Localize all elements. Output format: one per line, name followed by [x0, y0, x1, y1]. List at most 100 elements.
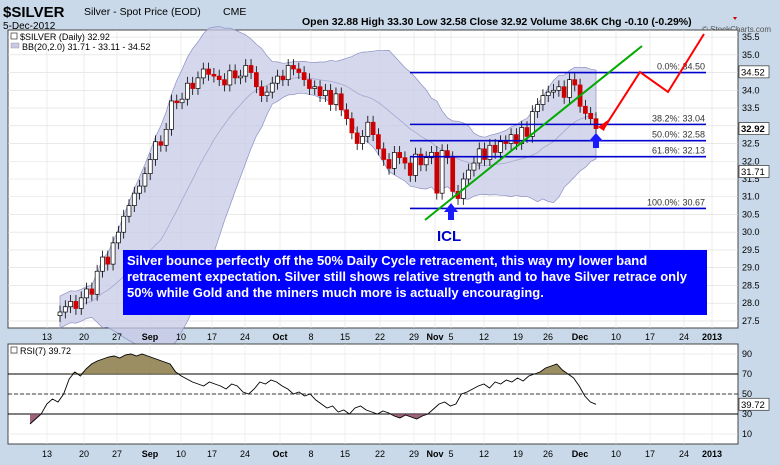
price-tick-label: 35.0	[742, 50, 760, 60]
price-candles	[57, 59, 599, 322]
date-tick-label: 24	[679, 449, 689, 459]
price-tick-label: 31.0	[742, 192, 760, 202]
candle-body	[429, 152, 434, 159]
chart-description: Silver - Spot Price (EOD)	[84, 6, 201, 18]
date-axis-upper: 13 20 27 Sep 10 17 24 Oct 8 15 22 29 Nov 5 12 19 26 Dec 10…	[42, 332, 722, 342]
price-candle	[84, 282, 89, 305]
candle-body	[222, 79, 227, 86]
price-candle	[100, 250, 105, 278]
candle-body	[78, 297, 84, 309]
candle-body	[551, 89, 556, 93]
legend-rsi: RSI(7) 39.72	[20, 346, 71, 356]
price-candle	[312, 80, 318, 95]
price-tag-box	[738, 165, 770, 178]
candle-body	[370, 121, 376, 136]
candle-body	[285, 65, 291, 81]
price-candle	[466, 163, 471, 186]
price-candle	[110, 236, 116, 271]
price-candle	[121, 209, 127, 239]
candle-body	[206, 68, 211, 75]
price-candle	[200, 62, 206, 85]
price-tick-label: 31.5	[742, 174, 760, 184]
price-candle	[583, 99, 588, 120]
candle-body	[344, 109, 349, 120]
candle-body	[232, 70, 238, 79]
price-candle	[195, 71, 201, 95]
candle-body	[524, 127, 530, 137]
candle-body	[572, 79, 578, 86]
candle-body	[391, 152, 397, 169]
price-candle	[471, 156, 477, 177]
candle-body	[360, 136, 365, 144]
candle-body	[312, 86, 318, 89]
price-candle	[413, 147, 418, 182]
candle-body	[169, 100, 174, 130]
candle-body	[407, 162, 413, 176]
price-candle	[147, 153, 153, 181]
date-tick-label: 24	[240, 332, 250, 342]
candle-body	[254, 72, 259, 88]
price-candle	[407, 156, 413, 182]
price-candle	[126, 199, 132, 223]
price-tick-label: 29.0	[742, 263, 760, 273]
date-tick-label: 2013	[702, 332, 722, 342]
date-tick-label: 19	[513, 332, 523, 342]
retracement-arrow-icon	[589, 133, 603, 148]
date-tick-label: Oct	[272, 449, 287, 459]
price-candle	[567, 73, 572, 104]
price-legend: $SILVER (Daily) 32.92 BB(20,2.0) 31.71 -…	[10, 32, 150, 52]
price-candle	[174, 94, 180, 110]
date-tick-label: 5	[448, 332, 453, 342]
candle-body	[466, 169, 471, 180]
candle-body	[482, 148, 487, 160]
date-tick-label: 15	[340, 449, 350, 459]
price-candle	[561, 80, 567, 104]
price-candle	[434, 146, 440, 200]
candle-body	[567, 79, 572, 98]
date-tick-label: 17	[207, 332, 217, 342]
price-candle	[227, 64, 233, 92]
rsi-tag-label: 39.72	[741, 400, 765, 411]
price-candle	[572, 73, 578, 92]
annotation-text: Silver bounce perfectly off the 50% Dail…	[127, 253, 687, 300]
candle-body	[105, 256, 111, 265]
date-tick-label: 27	[112, 332, 122, 342]
price-candle	[185, 76, 190, 106]
candle-body	[147, 159, 153, 175]
price-candle	[360, 130, 365, 150]
candle-body	[434, 152, 440, 194]
projection-path	[603, 33, 705, 129]
date-tick-label: 24	[679, 332, 689, 342]
fib-label: 0.0%: 34.50	[657, 62, 705, 72]
chart-symbol: $SILVER	[3, 4, 65, 21]
candle-body	[190, 82, 196, 89]
price-candle	[211, 67, 217, 83]
date-axis-lower: 13 20 27 Sep 10 17 24 Oct 8 15 22 29 Nov 5 12 19 26 Dec 10…	[42, 449, 722, 459]
price-candle	[280, 69, 286, 87]
price-tags: 34.52 32.92 31.71	[738, 65, 770, 178]
candle-body	[227, 70, 233, 86]
candle-body	[68, 301, 73, 308]
candle-body	[126, 205, 132, 217]
fib-label: 61.8%: 32.13	[652, 146, 705, 156]
candle-body	[275, 75, 280, 84]
price-candle	[391, 146, 397, 175]
date-tick-label: 10	[176, 332, 186, 342]
price-candle	[163, 122, 169, 152]
price-candle	[450, 151, 456, 198]
price-candle	[248, 59, 254, 79]
date-tick-label: 20	[79, 449, 89, 459]
price-candle	[381, 142, 387, 166]
price-tick-label: 35.5	[742, 32, 760, 42]
price-candle	[338, 87, 344, 117]
candle-body	[174, 100, 180, 104]
price-candle	[439, 144, 445, 200]
candle-body	[307, 79, 312, 89]
price-tag-label: 31.71	[741, 167, 765, 178]
price-candle	[216, 69, 222, 87]
candle-body	[94, 270, 100, 295]
price-candle	[429, 146, 434, 165]
price-candle	[535, 98, 540, 118]
date-tick-label: 22	[375, 332, 385, 342]
